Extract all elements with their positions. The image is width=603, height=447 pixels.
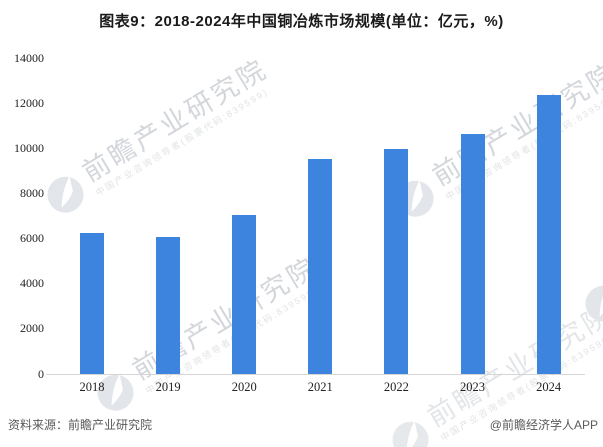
bar-2022 xyxy=(384,148,409,374)
bar-2023 xyxy=(460,133,485,374)
bar-2020 xyxy=(232,214,257,374)
x-label-2018: 2018 xyxy=(79,380,105,394)
x-label-2022: 2022 xyxy=(383,380,409,394)
y-tick-8000: 8000 xyxy=(20,186,44,201)
x-axis-line xyxy=(46,374,585,375)
y-tick-14000: 14000 xyxy=(14,51,44,65)
bar-2024 xyxy=(536,94,561,374)
bar-2021 xyxy=(308,158,333,374)
bar-2019 xyxy=(156,236,181,374)
y-tick-6000: 6000 xyxy=(20,231,44,246)
y-tick-0: 0 xyxy=(38,366,44,381)
y-tick-4000: 4000 xyxy=(20,276,44,291)
x-label-2024: 2024 xyxy=(536,380,562,394)
credit-note: @前瞻经济学人APP xyxy=(489,418,598,432)
y-tick-2000: 2000 xyxy=(20,321,44,336)
x-label-2023: 2023 xyxy=(460,380,485,394)
x-label-2019: 2019 xyxy=(155,380,181,394)
x-label-2020: 2020 xyxy=(231,380,257,394)
y-tick-12000: 12000 xyxy=(14,96,44,111)
x-label-2021: 2021 xyxy=(307,380,333,394)
source-note: 资料来源：前瞻产业研究院 xyxy=(8,418,153,432)
bar-2018 xyxy=(80,232,104,374)
y-tick-10000: 10000 xyxy=(14,141,44,156)
chart-title: 图表9：2018-2024年中国铜冶炼市场规模(单位：亿元，%) xyxy=(99,13,504,30)
